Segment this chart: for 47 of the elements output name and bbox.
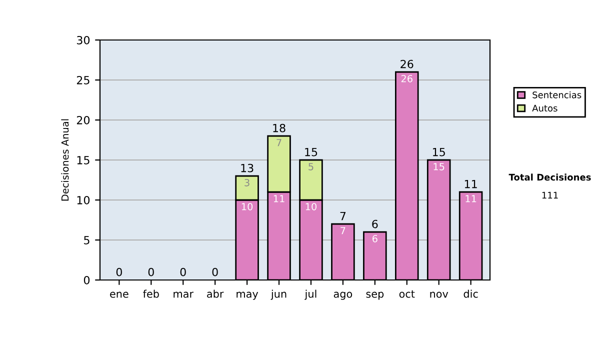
x-tick-label: feb	[143, 290, 159, 298]
y-tick-label: 5	[84, 236, 90, 244]
y-tick-label: 25	[76, 76, 90, 84]
y-tick-label: 30	[76, 36, 90, 44]
x-tick-label: mar	[174, 292, 194, 298]
total-label: 18	[273, 124, 286, 132]
y-tick-label: 15	[77, 156, 90, 164]
data-label: 10	[242, 202, 253, 210]
data-label: 11	[274, 195, 284, 202]
total-label: 15	[433, 148, 445, 156]
x-tick-label: dic	[464, 290, 478, 298]
total-label: 13	[241, 164, 254, 172]
x-tick-label: ene	[110, 292, 128, 298]
data-label: 26	[401, 74, 412, 82]
y-tick-label: 10	[77, 196, 90, 204]
data-label: 3	[244, 178, 250, 186]
x-tick-label: may	[236, 292, 258, 300]
y-tick-label: 0	[84, 276, 90, 284]
x-tick-label: ago	[334, 292, 352, 300]
total-label: 15	[305, 148, 318, 156]
data-label: 15	[434, 163, 444, 170]
x-tick-label: jul	[304, 290, 316, 300]
text: 111	[542, 192, 558, 198]
data-label: 7	[340, 227, 346, 234]
total-label: 0	[180, 268, 186, 276]
legend-label: Autos	[532, 104, 558, 112]
data-label: 7	[276, 139, 282, 146]
total-label: 0	[148, 268, 154, 276]
data-label: 11	[466, 195, 476, 202]
y-axis-title: Decisiones Anual	[61, 119, 69, 201]
x-tick-label: nov	[430, 292, 448, 298]
total-label: 0	[212, 268, 218, 276]
x-tick-label: abr	[207, 290, 224, 298]
data-label: 5	[308, 163, 314, 170]
text: Total Decisiones	[508, 174, 591, 181]
x-tick-label: sep	[366, 292, 384, 300]
legend-label: Sentencias	[532, 91, 582, 98]
data-label: 10	[306, 202, 317, 210]
total-label: 11	[464, 180, 477, 188]
x-tick-label: oct	[399, 290, 415, 298]
y-tick-label: 20	[76, 116, 90, 124]
total-label: 26	[400, 60, 414, 68]
total-label: 7	[340, 212, 346, 220]
x-tick-label: jun	[270, 290, 286, 300]
data-label: 6	[372, 234, 378, 242]
total-label: 0	[116, 268, 122, 276]
total-label: 6	[372, 220, 378, 228]
